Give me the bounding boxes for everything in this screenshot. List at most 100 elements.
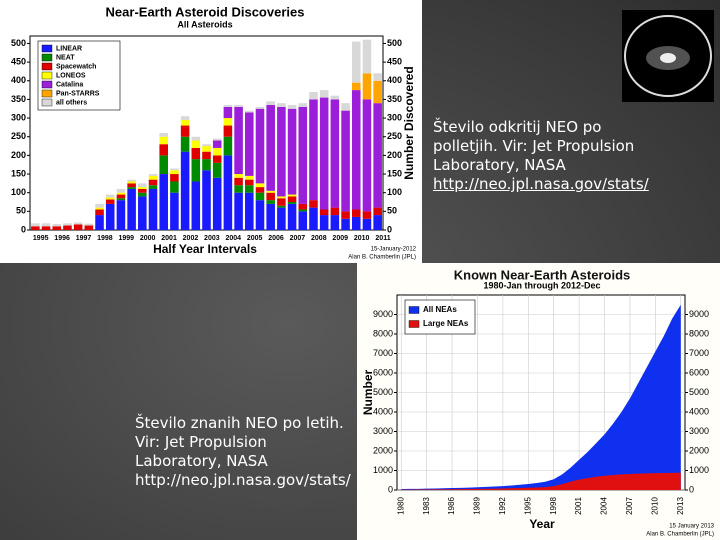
link[interactable]: http://neo.jpl.nasa.gov/stats/ [433, 175, 649, 193]
y2-axis-label: Number Discovered [402, 66, 416, 179]
bar-segment [138, 187, 147, 189]
legend-label: NEAT [56, 54, 75, 61]
y-tick-label: 6000 [373, 367, 393, 377]
bar-segment [202, 151, 211, 160]
y-tick-label: 2000 [373, 445, 393, 455]
bar-segment [191, 181, 201, 230]
bar-segment [180, 119, 190, 126]
bar-segment [266, 192, 275, 201]
bar-segment [234, 185, 243, 193]
bar-segment [159, 174, 168, 230]
y2-tick-label: 450 [387, 56, 402, 66]
bar-segment [234, 106, 243, 175]
bar-segment [298, 106, 308, 204]
bar-segment [351, 41, 361, 83]
bar-segment [202, 170, 211, 230]
y-tick-label: 8000 [373, 328, 393, 338]
x-tick-label: 1995 [523, 497, 532, 515]
bar-segment [202, 144, 211, 147]
bar-segment [105, 203, 115, 230]
legend-label: Large NEAs [423, 319, 469, 328]
bar-segment [31, 223, 40, 227]
y-tick-label: 400 [11, 75, 26, 85]
x-tick-label: 2009 [332, 235, 348, 242]
bar-segment [245, 110, 254, 113]
bar-segment [170, 174, 179, 182]
bar-segment [223, 136, 233, 156]
legend-box [404, 299, 476, 335]
bar-segment [287, 202, 297, 204]
bar-segment [138, 196, 147, 230]
bar-segment [255, 192, 265, 201]
bar-segment [148, 175, 158, 180]
caption: Število znanih NEO po letih. Vir: Jet Pr… [135, 414, 355, 490]
bar-segment [266, 105, 275, 191]
bar-segment [63, 225, 72, 230]
y-axis-label: Number [361, 370, 375, 416]
bar-segment [309, 207, 318, 230]
bar-segment [255, 108, 265, 184]
bar-segment [191, 136, 201, 141]
bar-segment [245, 192, 254, 230]
y2-tick-label: 500 [387, 38, 402, 48]
y-tick-label: 200 [11, 150, 26, 160]
bar-segment [180, 116, 190, 120]
y2-tick-label: 0 [387, 224, 392, 234]
bar-segment [127, 187, 136, 189]
bar-segment [95, 203, 104, 208]
y2-tick-label: 8000 [689, 328, 709, 338]
bar-segment [212, 147, 222, 156]
bar-segment [138, 183, 147, 188]
bar-segment [105, 194, 115, 198]
bar-segment [212, 140, 222, 148]
y-tick-label: 9000 [373, 309, 393, 319]
bar-segment [159, 155, 168, 175]
y2-tick-label: 0 [689, 484, 694, 494]
y-tick-label: 3000 [373, 426, 393, 436]
bar-segment [148, 185, 158, 189]
bar-segment [148, 179, 158, 186]
bar-segment [223, 118, 233, 126]
bar-segment [362, 73, 372, 100]
bar-segment [180, 136, 190, 152]
bar-segment [170, 170, 179, 175]
y-tick-label: 1000 [373, 465, 393, 475]
x-tick-label: 1989 [473, 497, 482, 515]
bar-segment [341, 211, 350, 219]
note: 15-January-2012 [371, 247, 417, 253]
x-tick-label: 2001 [161, 235, 177, 242]
y-tick-label: 150 [11, 168, 26, 178]
x-tick-label: 1999 [118, 235, 134, 242]
x-axis-label: Half Year Intervals [153, 242, 257, 256]
bar-segment [31, 226, 40, 230]
bar-segment [287, 105, 297, 109]
y2-tick-label: 2000 [689, 445, 709, 455]
y-tick-label: 100 [11, 187, 26, 197]
bar-segment [341, 103, 350, 111]
bar-segment [319, 215, 329, 230]
x-tick-label: 2000 [140, 235, 156, 242]
bar-segment [330, 99, 340, 208]
chart-subtitle: 1980-Jan through 2012-Dec [483, 280, 600, 290]
bar-segment [180, 151, 190, 230]
bar-segment [95, 215, 104, 230]
bar-segment [287, 203, 297, 230]
bar-segment [277, 196, 286, 199]
y-tick-label: 4000 [373, 406, 393, 416]
x-tick-label: 1980 [396, 497, 405, 515]
x-tick-label: 1983 [422, 497, 431, 515]
y2-tick-label: 150 [387, 168, 402, 178]
bar-segment [277, 103, 286, 107]
x-tick-label: 1998 [97, 235, 113, 242]
legend-label: Catalina [56, 81, 83, 88]
bar-segment [212, 155, 222, 163]
bar-segment [52, 226, 62, 230]
y2-tick-label: 50 [387, 206, 397, 216]
bar-segment [191, 140, 201, 148]
bar-segment [362, 99, 372, 212]
x-tick-label: 2004 [600, 497, 609, 515]
x-tick-label: 2005 [247, 235, 263, 242]
bar-segment [266, 203, 275, 230]
y-tick-label: 500 [11, 38, 26, 48]
